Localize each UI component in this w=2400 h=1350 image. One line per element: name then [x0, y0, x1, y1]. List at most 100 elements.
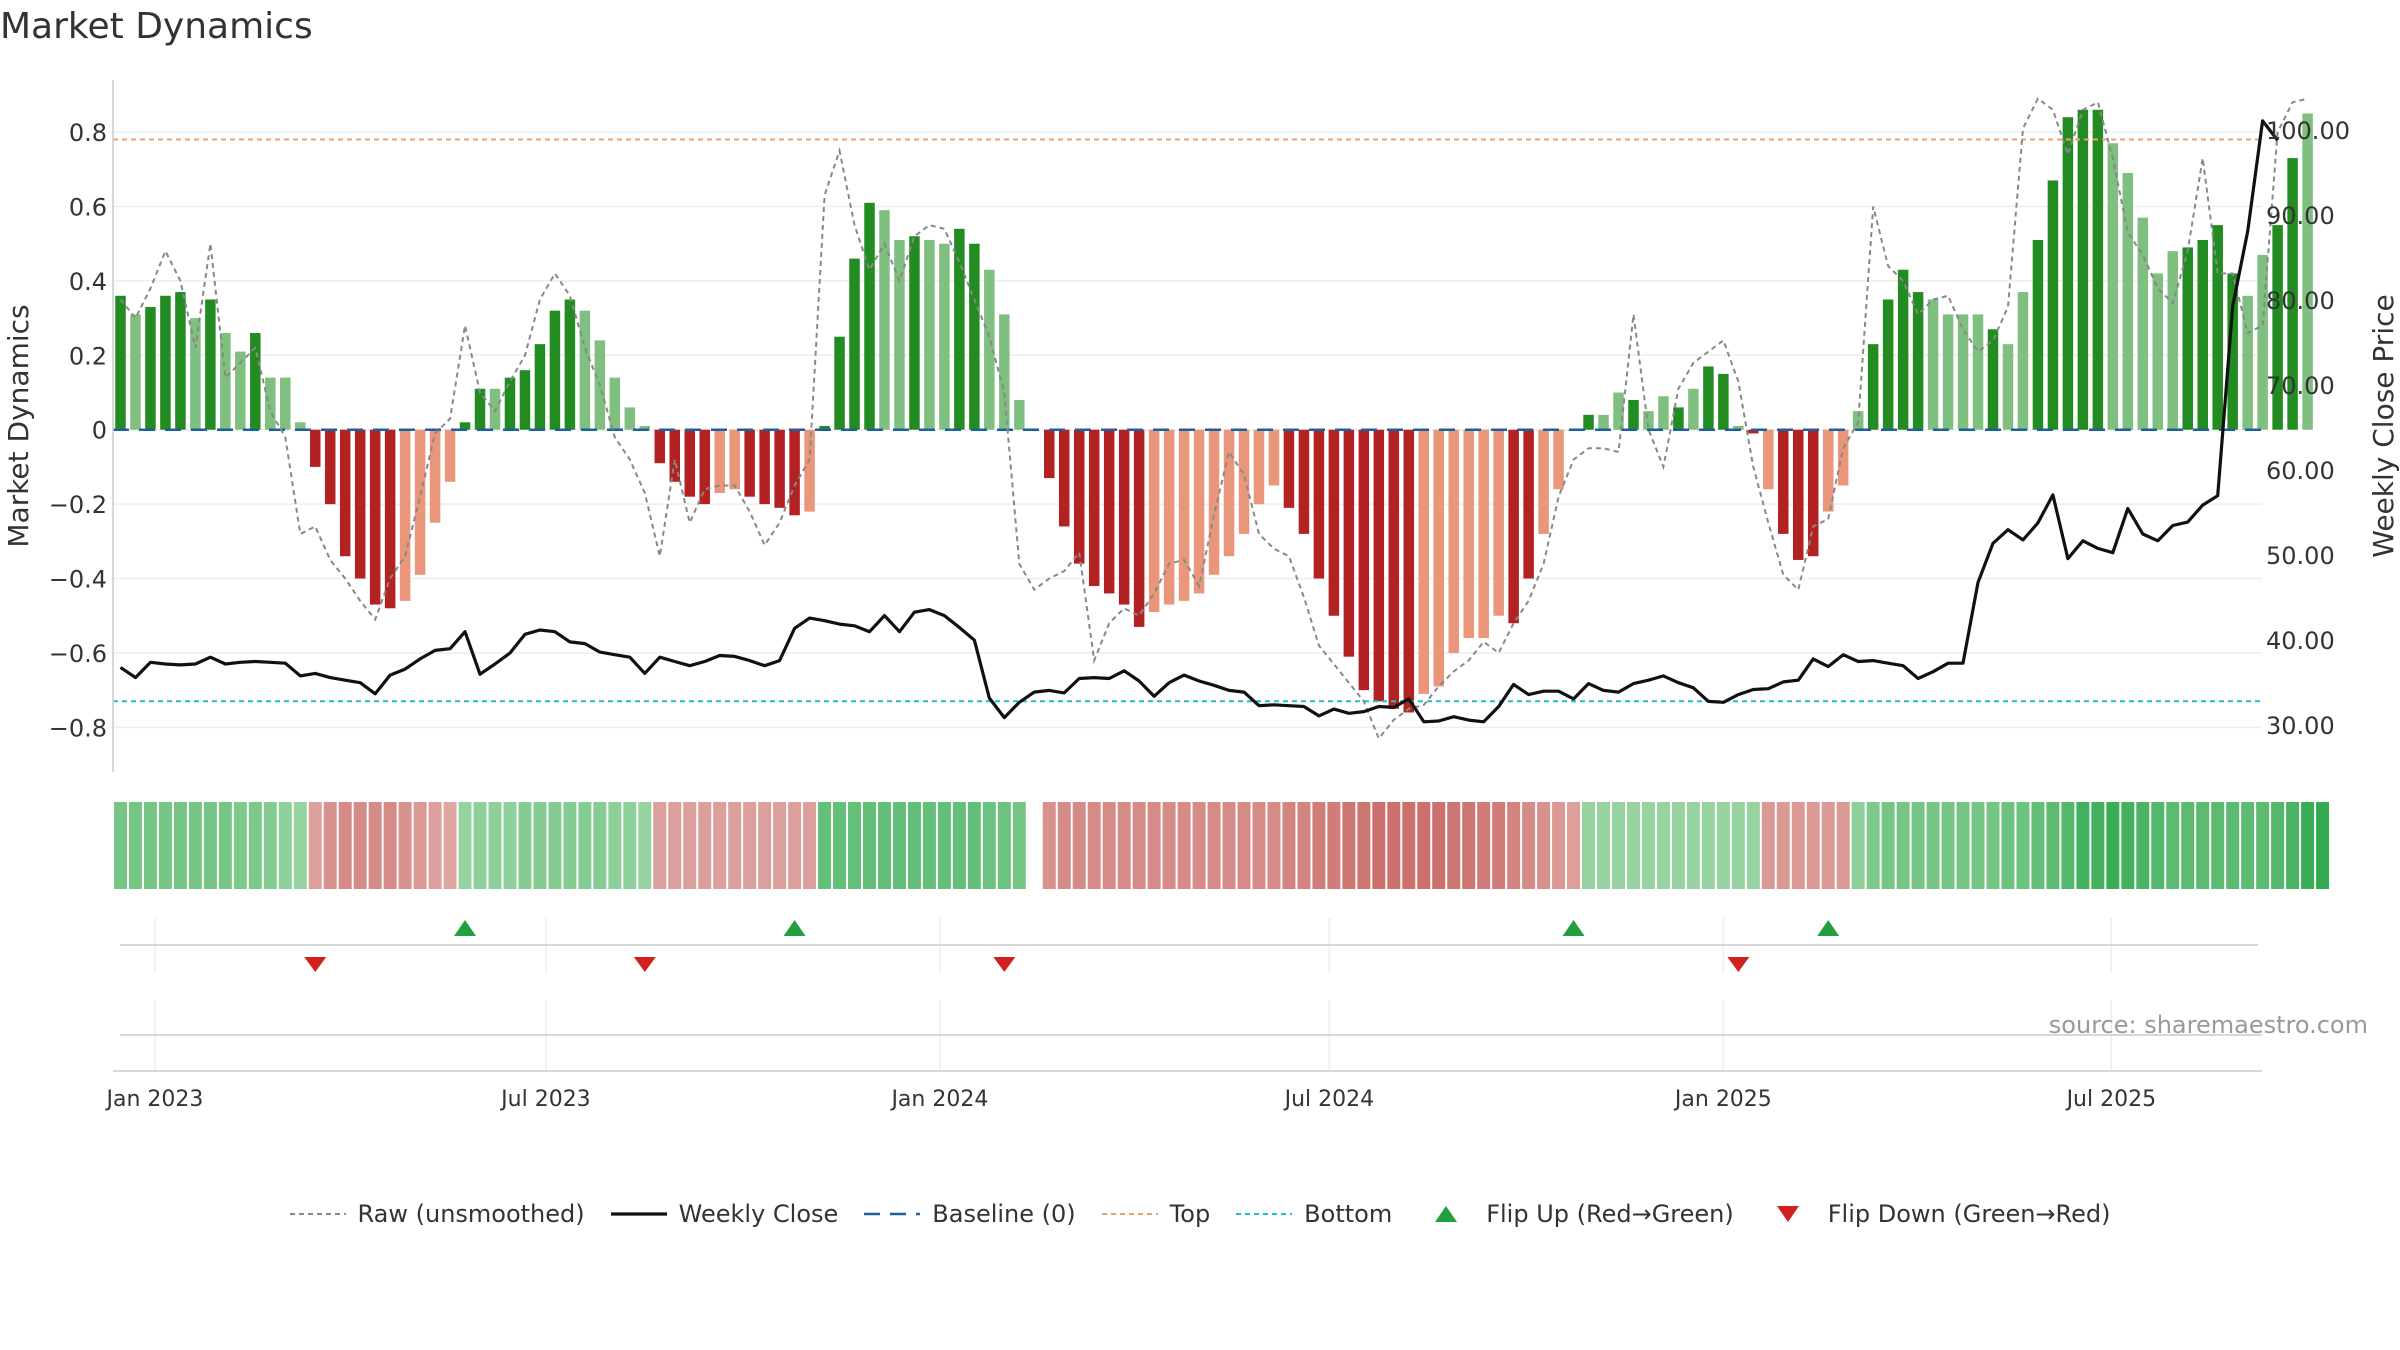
strip-cell	[2316, 802, 2330, 889]
bar	[699, 429, 710, 505]
strip-cell	[1926, 802, 1940, 889]
bar	[864, 202, 875, 430]
strip-cell	[1402, 802, 1416, 889]
dynamics-bars	[115, 109, 2313, 713]
strip-cell	[1327, 802, 1341, 889]
strip-cell	[1716, 802, 1730, 889]
legend: Raw (unsmoothed) Weekly Close Baseline (0)…	[0, 1200, 2400, 1228]
strip-cell	[1941, 802, 1955, 889]
bar	[324, 429, 336, 505]
strip-cell	[2046, 802, 2060, 889]
strip-cell	[1791, 802, 1805, 889]
strip-cell	[563, 802, 577, 889]
grid-lines	[113, 131, 2262, 1070]
bar	[534, 344, 546, 430]
strip-cell	[1357, 802, 1371, 889]
bar	[115, 295, 126, 430]
bar	[429, 429, 441, 523]
legend-item-top: Top	[1101, 1200, 1210, 1228]
bar	[2062, 117, 2074, 430]
strip-cell	[1012, 802, 1026, 889]
bar	[1807, 429, 1819, 557]
bar	[2242, 295, 2253, 430]
legend-symbol	[289, 1213, 346, 1215]
legend-symbol	[1101, 1213, 1158, 1215]
flip-up-marker	[783, 920, 806, 936]
flip-up-marker	[454, 920, 477, 936]
strip-cell	[1102, 802, 1116, 889]
bar	[1328, 429, 1340, 616]
bar	[384, 429, 396, 609]
bar	[220, 332, 231, 430]
strip-cell	[728, 802, 742, 889]
bar	[1283, 429, 1295, 508]
bar	[1837, 429, 1849, 486]
bar	[1643, 411, 1654, 430]
strip-cell	[323, 802, 337, 889]
page-title: Market Dynamics	[0, 6, 313, 47]
strip-cell	[1042, 802, 1056, 889]
bar	[564, 299, 576, 430]
bar	[1313, 429, 1325, 579]
strip-cell	[653, 802, 667, 889]
strip-cell	[997, 802, 1011, 889]
strip-cell	[2076, 802, 2090, 889]
strip-cell	[1372, 802, 1386, 889]
x-tick-label: Jan 2025	[1673, 1087, 1772, 1112]
strip-cell	[128, 802, 142, 889]
strip-cell	[203, 802, 217, 889]
strip-cell	[967, 802, 981, 889]
legend-symbol	[1236, 1213, 1293, 1215]
strip-cell	[188, 802, 202, 889]
bar	[1238, 429, 1250, 534]
y-tick-label: 0.2	[69, 342, 107, 370]
bar	[1523, 429, 1534, 579]
strip-cell	[937, 802, 951, 889]
bar	[1508, 429, 1519, 624]
strip-cell	[1896, 802, 1910, 889]
axes: −0.8 −0.6 −0.4 −0.2 0 0.2 0.4 0.6 0.8 30.00 40.00 5…	[2, 80, 2400, 1112]
strip-cell	[1252, 802, 1266, 889]
bar	[1927, 299, 1939, 430]
bar	[2212, 225, 2223, 430]
bar	[1793, 429, 1804, 560]
strip-cell	[1162, 802, 1176, 889]
strip-cell	[2091, 802, 2105, 889]
strip-cell	[638, 802, 652, 889]
bar	[1912, 292, 1924, 430]
bar	[1223, 429, 1235, 557]
strip-cell	[1582, 802, 1596, 889]
bar	[1882, 299, 1894, 430]
bar	[1358, 429, 1370, 691]
strip-cell	[1836, 802, 1850, 889]
bar	[1133, 429, 1145, 627]
strip-cell	[683, 802, 697, 889]
strip-cell	[2016, 802, 2030, 889]
strip-cell	[1821, 802, 1835, 889]
strip-cell	[1851, 802, 1865, 889]
bar	[774, 429, 785, 508]
bar	[1073, 429, 1085, 564]
strip-cell	[338, 802, 352, 889]
strip-cell	[1656, 802, 1670, 889]
strip-cell	[2151, 802, 2165, 889]
flip-down-marker	[304, 957, 327, 972]
bar	[1388, 429, 1400, 709]
strip-cell	[114, 802, 127, 889]
strip-cell	[1387, 802, 1401, 889]
y2-tick-label: 50.00	[2266, 542, 2335, 570]
strip-cell	[488, 802, 502, 889]
bar	[1044, 429, 1055, 479]
bar	[579, 310, 591, 430]
strip-cell	[173, 802, 187, 889]
strip-cell	[863, 802, 876, 889]
bar	[1373, 429, 1385, 702]
y-tick-label: −0.8	[49, 714, 107, 742]
strip-cell	[907, 802, 921, 889]
y2-tick-label: 40.00	[2266, 627, 2335, 655]
legend-flip-down-icon	[1776, 1206, 1799, 1222]
legend-label: Flip Down (Green→Red)	[1827, 1200, 2111, 1228]
strip-cell	[952, 802, 966, 889]
bar	[804, 429, 815, 512]
bar	[1478, 429, 1489, 639]
